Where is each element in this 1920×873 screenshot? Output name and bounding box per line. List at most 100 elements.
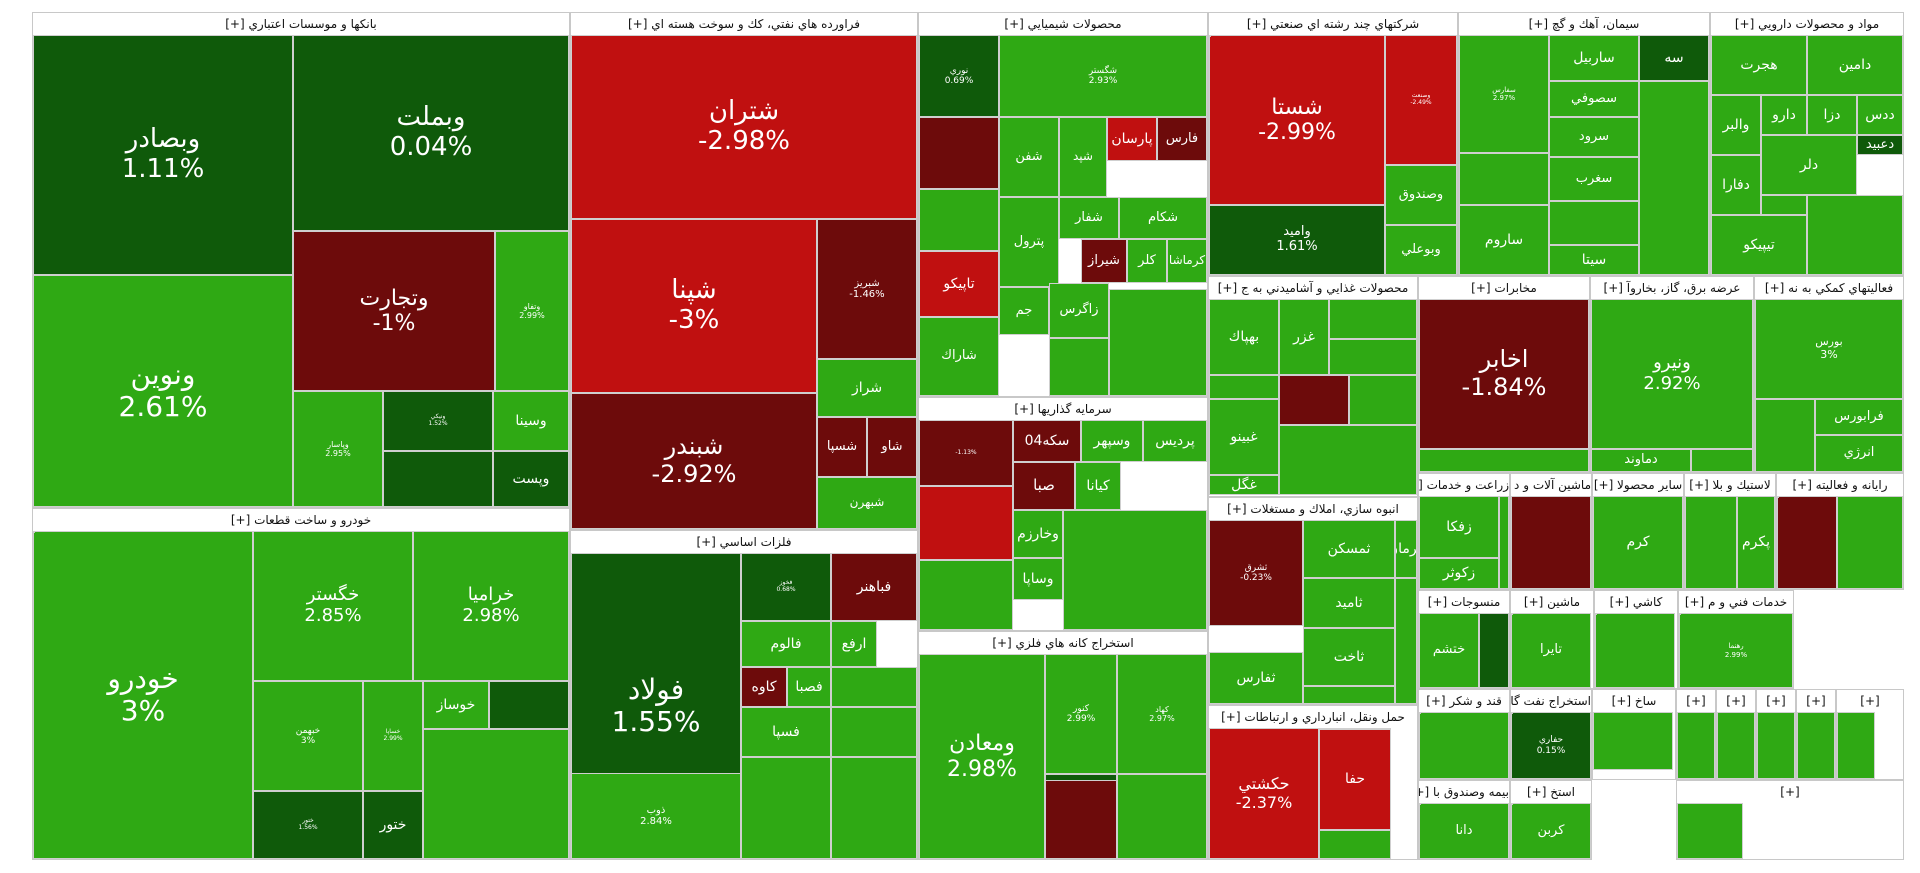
stock-tile[interactable]: شگستر 2.93%: [999, 35, 1207, 117]
stock-tile[interactable]: [1549, 201, 1639, 245]
stock-tile[interactable]: وخارزم: [1013, 510, 1063, 558]
stock-tile[interactable]: دلر: [1761, 135, 1857, 195]
stock-tile[interactable]: سفارس 2.97%: [1459, 35, 1549, 153]
stock-tile[interactable]: فصبا: [787, 667, 831, 707]
sector-title[interactable]: ساخ [+]: [1593, 690, 1675, 712]
sector-title[interactable]: زراعت و خدمات [+]: [1419, 474, 1509, 496]
stock-tile[interactable]: غبينو: [1209, 399, 1279, 475]
stock-tile[interactable]: [1419, 449, 1589, 472]
stock-tile[interactable]: [1511, 712, 1513, 714]
stock-tile[interactable]: كرمان: [1395, 520, 1417, 578]
stock-tile[interactable]: [383, 451, 493, 507]
stock-tile[interactable]: ثشرق -0.23%: [1209, 520, 1303, 626]
sector-title[interactable]: [+]: [1677, 781, 1903, 803]
stock-tile[interactable]: [1837, 712, 1875, 779]
stock-tile[interactable]: حفاري 0.15%: [1511, 712, 1591, 779]
stock-tile[interactable]: شسپا: [817, 417, 867, 477]
stock-tile[interactable]: ددس: [1857, 95, 1903, 135]
stock-tile[interactable]: [489, 681, 569, 729]
stock-tile[interactable]: حفا: [1319, 728, 1391, 830]
stock-tile[interactable]: [1777, 496, 1779, 498]
stock-tile[interactable]: وبوعلي: [1385, 225, 1457, 275]
sector-title[interactable]: بيمه وصندوق با [+]: [1419, 781, 1509, 803]
stock-tile[interactable]: وصندوق: [1385, 165, 1457, 225]
sector-title[interactable]: مخابرات [+]: [1419, 277, 1589, 299]
stock-tile[interactable]: ارفع: [831, 621, 877, 667]
stock-tile[interactable]: خبهمن 3%: [253, 681, 363, 791]
stock-tile[interactable]: [1329, 299, 1417, 339]
stock-tile[interactable]: [919, 486, 1013, 560]
stock-tile[interactable]: [1419, 712, 1421, 714]
stock-tile[interactable]: [1677, 712, 1715, 779]
stock-tile[interactable]: سغرب: [1549, 157, 1639, 201]
stock-tile[interactable]: فسپا: [741, 707, 831, 757]
sector-title[interactable]: [+]: [1717, 690, 1755, 712]
stock-tile[interactable]: وامید 1.61%: [1209, 205, 1385, 275]
stock-tile[interactable]: تاپيكو: [919, 251, 999, 317]
stock-tile[interactable]: شكام: [1119, 197, 1207, 239]
sector-title[interactable]: [+]: [1837, 690, 1903, 712]
stock-tile[interactable]: نوري 0.69%: [919, 35, 999, 117]
stock-tile[interactable]: كرماشا: [1167, 239, 1207, 283]
stock-tile[interactable]: وبصادر 1.11%: [33, 35, 293, 275]
stock-tile[interactable]: [1677, 803, 1743, 859]
sector-title[interactable]: [+]: [1757, 690, 1795, 712]
stock-tile[interactable]: ذوب 2.84%: [571, 773, 741, 859]
stock-tile[interactable]: فارس: [1157, 117, 1207, 161]
stock-tile[interactable]: [1679, 613, 1681, 615]
stock-tile[interactable]: ساربيل: [1549, 35, 1639, 81]
stock-tile[interactable]: ثفارس: [1209, 652, 1303, 704]
sector-title[interactable]: قند و شكر [+]: [1419, 690, 1509, 712]
sector-title[interactable]: [+]: [1797, 690, 1835, 712]
stock-tile[interactable]: شبندر -2.92%: [571, 393, 817, 529]
stock-tile[interactable]: غگل: [1209, 475, 1279, 495]
stock-tile[interactable]: شپد: [1059, 117, 1107, 197]
stock-tile[interactable]: شفن: [999, 117, 1059, 197]
stock-tile[interactable]: [1511, 803, 1513, 805]
stock-tile[interactable]: [1685, 496, 1737, 589]
stock-tile[interactable]: سصوفي: [1549, 81, 1639, 117]
stock-tile[interactable]: [1349, 375, 1417, 425]
stock-tile[interactable]: ومعادن 2.98%: [919, 654, 1045, 859]
stock-tile[interactable]: [741, 757, 831, 859]
stock-tile[interactable]: ونوين 2.61%: [33, 275, 293, 507]
stock-tile[interactable]: والبر: [1711, 95, 1761, 155]
sector-title[interactable]: رايانه و فعاليته [+]: [1777, 474, 1903, 496]
stock-tile[interactable]: [831, 707, 917, 757]
sector-title[interactable]: انبوه سازي، املاك و مستغلات [+]: [1209, 498, 1417, 520]
sector-title[interactable]: استخ [+]: [1511, 781, 1591, 803]
stock-tile[interactable]: شستا -2.99%: [1209, 35, 1385, 205]
stock-tile[interactable]: [1837, 496, 1903, 589]
stock-tile[interactable]: [1757, 712, 1795, 779]
stock-tile[interactable]: [1499, 496, 1509, 589]
stock-tile[interactable]: بهپاك: [1209, 299, 1279, 375]
stock-tile[interactable]: پترول: [999, 197, 1059, 287]
stock-tile[interactable]: انرژي: [1815, 435, 1903, 472]
stock-tile[interactable]: [1459, 153, 1549, 205]
stock-tile[interactable]: صبا: [1013, 462, 1075, 510]
stock-tile[interactable]: دعبيد: [1857, 135, 1903, 155]
sector-title[interactable]: ساير محصولا [+]: [1593, 474, 1683, 496]
stock-tile[interactable]: كرم: [1593, 496, 1683, 589]
stock-tile[interactable]: كنور 2.99%: [1045, 654, 1117, 774]
stock-tile[interactable]: شراز: [817, 359, 917, 417]
sector-title[interactable]: ماشين آلات و د [+]: [1511, 474, 1591, 496]
stock-tile[interactable]: [1639, 81, 1709, 275]
stock-tile[interactable]: شتران -2.98%: [571, 35, 917, 219]
stock-tile[interactable]: ختور: [363, 791, 423, 859]
stock-tile[interactable]: فرابورس: [1815, 399, 1903, 435]
stock-tile[interactable]: [1777, 496, 1837, 589]
sector-title[interactable]: لاستيك و بلا [+]: [1685, 474, 1775, 496]
stock-tile[interactable]: [1419, 803, 1421, 805]
stock-tile[interactable]: سرود: [1549, 117, 1639, 157]
stock-tile[interactable]: کلر: [1127, 239, 1167, 283]
stock-tile[interactable]: دزا: [1807, 95, 1857, 135]
stock-tile[interactable]: وصنعت -2.49%: [1385, 35, 1457, 165]
stock-tile[interactable]: تايرا: [1511, 613, 1591, 688]
stock-tile[interactable]: وساپا: [1013, 558, 1063, 600]
stock-tile[interactable]: شاراك: [919, 317, 999, 396]
stock-tile[interactable]: خراميا 2.98%: [413, 531, 569, 681]
sector-title[interactable]: منسوجات [+]: [1419, 591, 1509, 613]
stock-tile[interactable]: ثمسكن: [1303, 520, 1395, 578]
sector-title[interactable]: فعاليتهاي كمكي به نه [+]: [1755, 277, 1903, 299]
